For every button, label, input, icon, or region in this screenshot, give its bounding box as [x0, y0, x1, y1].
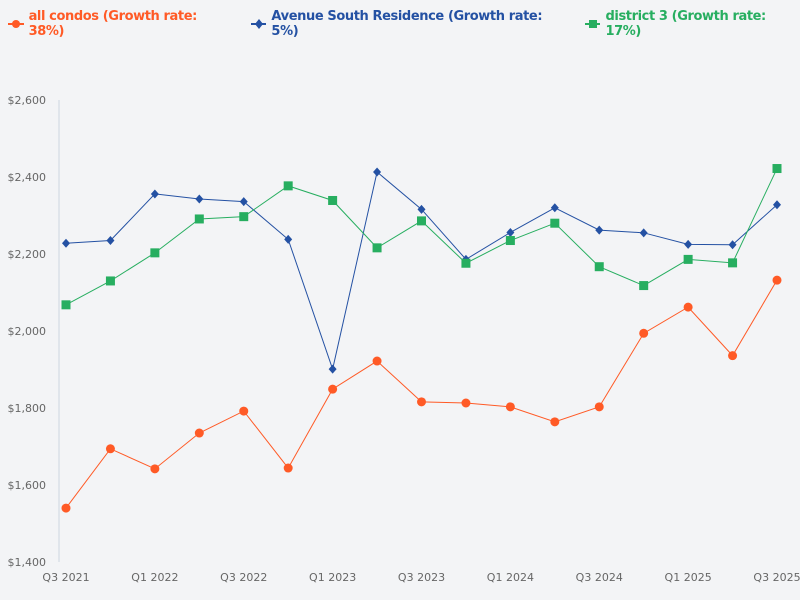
data-point [284, 234, 293, 244]
x-tick-label: Q3 2023 [398, 571, 445, 584]
data-point [461, 258, 471, 268]
data-point [194, 214, 204, 224]
y-tick-label: $2,400 [8, 171, 47, 184]
data-point [639, 228, 648, 238]
data-point [684, 239, 693, 249]
legend-label: district 3 (Growth rate: 17%) [605, 9, 766, 39]
data-point [373, 167, 382, 177]
data-point [772, 275, 782, 285]
circle-marker-icon [8, 20, 24, 28]
x-tick-label: Q3 2025 [753, 571, 800, 584]
square-marker-icon [584, 20, 601, 28]
series-line [65, 168, 778, 306]
y-tick-label: $1,800 [8, 402, 47, 415]
data-point [506, 227, 515, 237]
x-tick-label: Q1 2023 [309, 571, 356, 584]
data-point [239, 197, 248, 207]
y-tick-label: $2,600 [8, 94, 47, 107]
data-point [417, 204, 426, 214]
data-point [328, 195, 338, 205]
data-point [728, 258, 738, 268]
data-point [773, 200, 781, 210]
legend-item-all-condos[interactable]: all condos (Growth rate: 38%) [8, 9, 231, 39]
legend-item-avenue-south[interactable]: Avenue South Residence (Growth rate: 5%) [250, 9, 565, 39]
x-tick-label: Q3 2022 [220, 571, 267, 584]
diamond-marker-icon [250, 19, 267, 29]
data-point [195, 194, 204, 204]
data-point [728, 351, 738, 361]
data-point [283, 463, 293, 473]
data-point [150, 189, 159, 199]
data-point [639, 328, 649, 338]
data-point [417, 216, 426, 226]
data-point [417, 397, 426, 407]
y-tick-label: $2,000 [8, 325, 47, 338]
x-tick-label: Q3 2021 [42, 571, 89, 584]
data-point [594, 402, 604, 412]
legend-label: Avenue South Residence (Growth rate: 5%) [271, 9, 543, 39]
data-point [595, 225, 604, 235]
data-point [105, 444, 115, 454]
data-point [194, 428, 204, 438]
data-point [106, 236, 115, 246]
data-point [461, 398, 471, 408]
data-point [328, 364, 337, 374]
data-point [105, 276, 115, 286]
legend-item-district-3[interactable]: district 3 (Growth rate: 17%) [584, 9, 800, 39]
data-point [505, 402, 515, 412]
data-point [550, 417, 560, 427]
x-tick-label: Q3 2024 [576, 571, 623, 584]
x-tick-label: Q1 2025 [665, 571, 712, 584]
data-point [639, 281, 649, 291]
data-point [61, 503, 71, 513]
x-tick-label: Q1 2024 [487, 571, 534, 584]
data-point [372, 356, 382, 366]
y-tick-label: $2,200 [8, 248, 47, 261]
data-point [239, 406, 249, 416]
data-point [239, 212, 249, 222]
data-point [772, 164, 782, 174]
y-tick-label: $1,600 [8, 479, 47, 492]
data-point [594, 262, 604, 272]
data-point [283, 181, 293, 191]
legend: all condos (Growth rate: 38%) Avenue Sou… [8, 9, 800, 39]
data-point [505, 236, 515, 246]
y-tick-label: $1,400 [8, 556, 47, 569]
series-line [65, 171, 778, 371]
x-tick-label: Q1 2022 [131, 571, 178, 584]
data-point [150, 464, 160, 474]
data-point [328, 384, 338, 394]
data-point [550, 218, 560, 228]
data-point [683, 302, 693, 312]
data-point [372, 243, 382, 253]
data-point [550, 203, 559, 213]
data-point [683, 254, 693, 264]
data-point [61, 300, 71, 310]
data-point [728, 240, 737, 250]
data-point [150, 248, 160, 258]
series-line [65, 279, 778, 509]
data-point [62, 238, 70, 248]
legend-label: all condos (Growth rate: 38%) [28, 9, 198, 39]
